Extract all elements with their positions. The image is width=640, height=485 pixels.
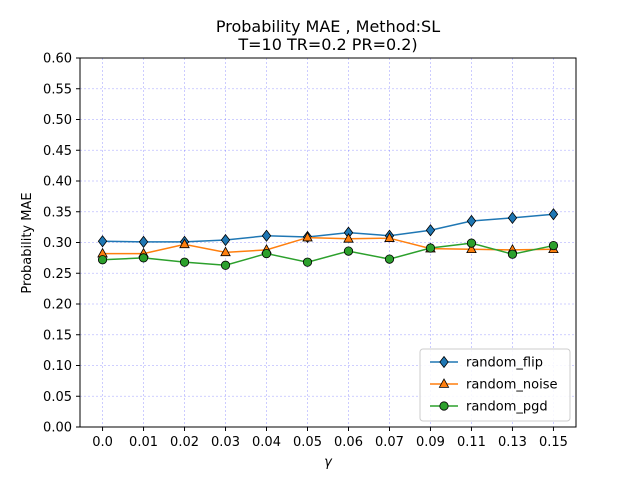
chart-title-line-1: Probability MAE , Method:SL <box>216 17 440 36</box>
data-point-random_pgd <box>466 238 477 248</box>
series-random_pgd <box>97 238 559 270</box>
data-point-random_noise <box>384 232 395 242</box>
x-tick-label: 0.11 <box>457 435 486 450</box>
data-point-random_flip <box>548 208 559 221</box>
x-tick-label: 0.04 <box>252 435 281 450</box>
data-point-random_flip <box>138 235 149 249</box>
x-tick-label: 0.0 <box>92 435 113 450</box>
data-point-random_flip <box>97 235 108 248</box>
legend-item-random_flip: random_flip <box>430 356 543 371</box>
data-point-random_flip <box>261 229 272 242</box>
legend-item-random_pgd: random_pgd <box>430 400 548 415</box>
y-tick-label: 0.20 <box>43 298 72 313</box>
data-point-random_pgd <box>384 254 395 264</box>
legend-item-random_noise: random_noise <box>430 378 558 393</box>
y-tick-label: 0.40 <box>43 175 72 190</box>
series-line-random_flip <box>102 213 554 243</box>
data-point-random_noise <box>343 232 354 243</box>
chart-title-line-2: T=10 TR=0.2 PR=0.2) <box>237 35 417 54</box>
legend-label: random_flip <box>466 356 543 371</box>
data-point-random_noise <box>179 238 190 249</box>
data-point-random_flip <box>466 214 477 228</box>
x-axis-label: γ <box>324 455 333 470</box>
x-tick-label: 0.07 <box>375 435 404 450</box>
data-point-random_noise <box>220 246 231 257</box>
legend-label: random_noise <box>466 378 558 393</box>
x-tick-label: 0.02 <box>170 435 199 450</box>
data-point-random_pgd <box>97 255 108 265</box>
axes: 0.00 0.05 0.10 0.15 0.20 0.25 0.30 0.35 0.40 0.45… <box>43 52 577 450</box>
data-point-random_noise <box>302 231 313 242</box>
x-tick-label: 0.06 <box>334 435 363 450</box>
data-point-random_pgd <box>220 260 231 270</box>
y-tick-label: 0.10 <box>43 359 72 374</box>
legend-marker <box>439 355 449 369</box>
y-tick-label: 0.45 <box>43 144 72 159</box>
data-point-random_pgd <box>138 253 149 263</box>
y-tick-label: 0.50 <box>43 113 72 128</box>
x-tick-label: 0.13 <box>498 435 527 450</box>
data-point-random_pgd <box>302 257 313 267</box>
y-tick-label: 0.05 <box>43 390 72 405</box>
y-tick-label: 0.60 <box>43 52 72 67</box>
data-point-random_pgd <box>548 240 559 251</box>
data-point-random_pgd <box>343 246 354 256</box>
x-tick-label: 0.09 <box>416 435 445 450</box>
data-point-random_pgd <box>425 243 436 253</box>
series-layer <box>97 208 559 270</box>
y-tick-label: 0.25 <box>43 267 72 282</box>
legend-marker <box>439 401 449 411</box>
y-tick-label: 0.55 <box>43 82 72 97</box>
data-point-random_noise <box>466 243 477 254</box>
data-point-random_pgd <box>507 249 518 259</box>
y-tick-label: 0.35 <box>43 205 72 220</box>
x-tick-label: 0.05 <box>293 435 322 450</box>
legend-box <box>419 348 571 422</box>
data-point-random_pgd <box>179 257 190 267</box>
y-tick-label: 0.00 <box>43 421 72 436</box>
x-tick-label: 0.03 <box>211 435 240 450</box>
series-line-random_noise <box>102 236 554 255</box>
data-point-random_pgd <box>261 248 272 259</box>
series-line-random_pgd <box>102 242 554 267</box>
x-tick-label: 0.01 <box>129 435 158 450</box>
legend-label: random_pgd <box>466 400 548 415</box>
y-tick-label: 0.15 <box>43 328 72 343</box>
y-tick-label: 0.30 <box>43 236 72 251</box>
data-point-random_flip <box>507 211 518 225</box>
data-point-random_flip <box>220 233 231 247</box>
y-axis-label: Probability MAE <box>20 192 35 293</box>
data-point-random_flip <box>425 224 436 237</box>
x-tick-label: 0.15 <box>539 435 568 450</box>
legend: random_flip random_noise random_pgd <box>419 348 571 422</box>
legend-marker <box>438 378 450 388</box>
